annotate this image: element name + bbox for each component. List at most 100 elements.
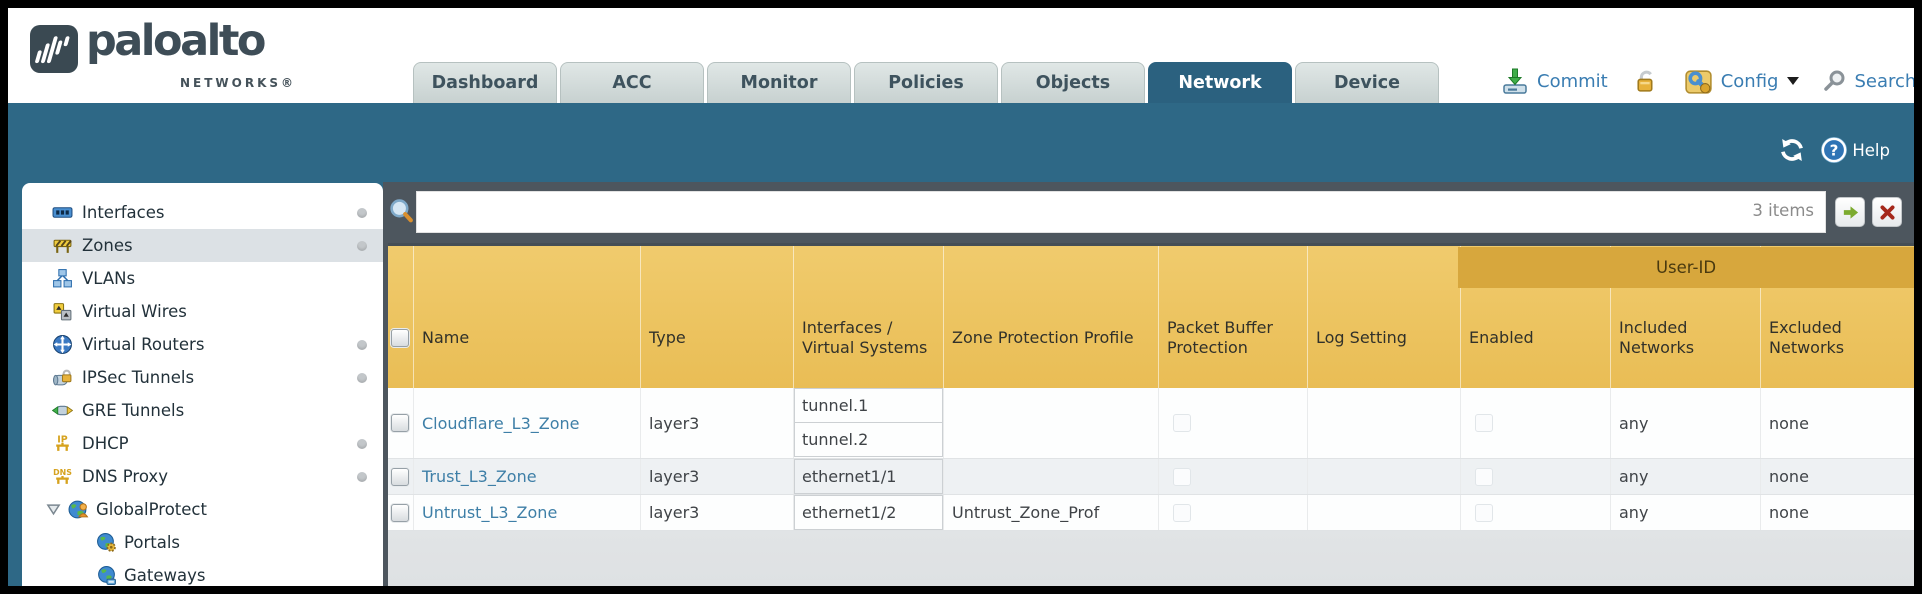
log-setting-cell xyxy=(1307,459,1460,494)
sidebar-item-vlans[interactable]: VLANs xyxy=(22,262,383,295)
row-checkbox[interactable] xyxy=(391,503,409,522)
refresh-icon[interactable] xyxy=(1778,136,1806,164)
sidebar-item-portals[interactable]: Portals xyxy=(22,526,383,559)
network-sidebar: Interfaces Zones VLANs xyxy=(22,183,383,586)
zone-type-cell: layer3 xyxy=(640,459,793,494)
sidebar-item-label: Gateways xyxy=(124,566,206,585)
config-button[interactable]: Config xyxy=(1720,70,1779,92)
apply-filter-button[interactable] xyxy=(1835,197,1865,227)
filter-magnifier-icon xyxy=(390,199,413,223)
logo-networks-text: NETWORKS® xyxy=(180,76,297,90)
header-actions: Commit Config Search xyxy=(1500,63,1914,99)
status-dot xyxy=(357,339,367,350)
interfaces-cell: ethernet1/1 xyxy=(793,459,943,494)
row-checkbox[interactable] xyxy=(391,467,409,486)
sidebar-item-gateways[interactable]: Gateways xyxy=(22,559,383,586)
sidebar-item-globalprotect[interactable]: GlobalProtect xyxy=(22,493,383,526)
main-nav-tabs: Dashboard ACC Monitor Policies Objects N… xyxy=(413,62,1439,103)
column-header-name[interactable]: Name xyxy=(413,246,640,388)
red-x-icon xyxy=(1879,204,1895,220)
zone-type-cell: layer3 xyxy=(640,388,793,458)
clear-filter-button[interactable] xyxy=(1872,197,1902,227)
sidebar-item-dns-proxy[interactable]: DNS DNS Proxy xyxy=(22,460,383,493)
zone-name-link[interactable]: Cloudflare_L3_Zone xyxy=(422,413,580,433)
column-header-enabled[interactable]: Enabled xyxy=(1460,246,1610,388)
tab-device[interactable]: Device xyxy=(1295,62,1439,103)
column-header-log-setting[interactable]: Log Setting xyxy=(1307,246,1460,388)
interface-entry: ethernet1/2 xyxy=(794,495,943,530)
zone-type-cell: layer3 xyxy=(640,495,793,530)
search-button[interactable]: Search xyxy=(1854,70,1914,92)
sidebar-item-label: Interfaces xyxy=(82,203,165,222)
interfaces-icon xyxy=(52,207,73,218)
sidebar-item-label: Portals xyxy=(124,533,181,552)
item-count-label: 3 items xyxy=(1752,201,1814,220)
table-row: Trust_L3_Zone layer3 ethernet1/1 any non… xyxy=(388,459,1914,495)
sidebar-item-virtual-wires[interactable]: Virtual Wires xyxy=(22,295,383,328)
sidebar-item-label: VLANs xyxy=(82,269,136,288)
user-id-group-header: User-ID xyxy=(1458,247,1914,288)
svg-text:IP: IP xyxy=(57,434,68,445)
sidebar-item-label: DNS Proxy xyxy=(82,467,168,486)
virtual-routers-icon xyxy=(53,335,72,354)
log-setting-cell xyxy=(1307,495,1460,530)
sidebar-item-label: GlobalProtect xyxy=(96,500,207,519)
tab-network[interactable]: Network xyxy=(1148,62,1292,103)
table-row: Cloudflare_L3_Zone layer3 tunnel.1 tunne… xyxy=(388,388,1914,459)
sidebar-item-virtual-routers[interactable]: Virtual Routers xyxy=(22,328,383,361)
lock-icon[interactable] xyxy=(1632,68,1659,95)
excluded-networks-cell: none xyxy=(1760,388,1914,458)
config-dropdown-caret-icon[interactable] xyxy=(1787,77,1800,85)
sidebar-item-label: Virtual Wires xyxy=(82,302,187,321)
sidebar-item-gre-tunnels[interactable]: GRE Tunnels xyxy=(22,394,383,427)
sidebar-item-zones[interactable]: Zones xyxy=(22,229,383,262)
column-header-zone-protection[interactable]: Zone Protection Profile xyxy=(943,246,1158,388)
sidebar-item-dhcp[interactable]: IP DHCP xyxy=(22,427,383,460)
interfaces-cell: tunnel.1 tunnel.2 xyxy=(793,388,943,458)
column-header-type[interactable]: Type xyxy=(640,246,793,388)
zones-table: User-ID Name Type Interfaces / Virtual S… xyxy=(388,243,1914,586)
select-all-checkbox[interactable] xyxy=(391,329,409,347)
tab-objects[interactable]: Objects xyxy=(1001,62,1145,103)
packet-buffer-checkbox xyxy=(1173,414,1191,432)
commit-button[interactable]: Commit xyxy=(1537,70,1608,92)
included-networks-cell: any xyxy=(1610,459,1760,494)
commit-icon[interactable] xyxy=(1500,66,1530,96)
tab-monitor[interactable]: Monitor xyxy=(707,62,851,103)
status-dot xyxy=(357,438,367,449)
sidebar-item-interfaces[interactable]: Interfaces xyxy=(22,196,383,229)
tab-dashboard[interactable]: Dashboard xyxy=(413,62,557,103)
status-dot xyxy=(357,372,367,383)
zone-name-link[interactable]: Trust_L3_Zone xyxy=(422,467,537,486)
select-all-cell xyxy=(388,246,413,388)
globalprotect-icon xyxy=(68,500,89,519)
help-button[interactable]: ? Help xyxy=(1820,136,1890,164)
interface-entry: tunnel.2 xyxy=(794,422,943,457)
zone-protection-cell xyxy=(943,388,1158,458)
zone-name-link[interactable]: Untrust_L3_Zone xyxy=(422,503,558,522)
search-icon[interactable] xyxy=(1823,69,1847,93)
tab-acc[interactable]: ACC xyxy=(560,62,704,103)
column-header-included-networks[interactable]: Included Networks xyxy=(1610,246,1760,388)
user-id-enabled-checkbox xyxy=(1475,503,1493,522)
tab-policies[interactable]: Policies xyxy=(854,62,998,103)
row-checkbox[interactable] xyxy=(391,414,409,432)
interface-entry: tunnel.1 xyxy=(794,388,943,423)
log-setting-cell xyxy=(1307,388,1460,458)
help-icon[interactable]: ? xyxy=(1820,136,1848,164)
status-dot xyxy=(357,207,367,218)
vlans-icon xyxy=(53,269,72,288)
filter-input[interactable] xyxy=(416,191,1826,233)
column-header-excluded-networks[interactable]: Excluded Networks xyxy=(1760,246,1914,388)
expand-caret-icon[interactable] xyxy=(46,502,61,517)
column-header-interfaces[interactable]: Interfaces / Virtual Systems xyxy=(793,246,943,388)
logo-wordmark: paloalto xyxy=(86,16,266,66)
interfaces-cell: ethernet1/2 xyxy=(793,495,943,530)
column-header-packet-buffer[interactable]: Packet Buffer Protection xyxy=(1158,246,1307,388)
help-label[interactable]: Help xyxy=(1852,140,1890,160)
sidebar-item-ipsec-tunnels[interactable]: IPSec Tunnels xyxy=(22,361,383,394)
svg-text:DNS: DNS xyxy=(53,468,72,477)
zone-protection-cell xyxy=(943,459,1158,494)
config-icon[interactable] xyxy=(1683,66,1714,97)
svg-text:?: ? xyxy=(1830,141,1839,159)
